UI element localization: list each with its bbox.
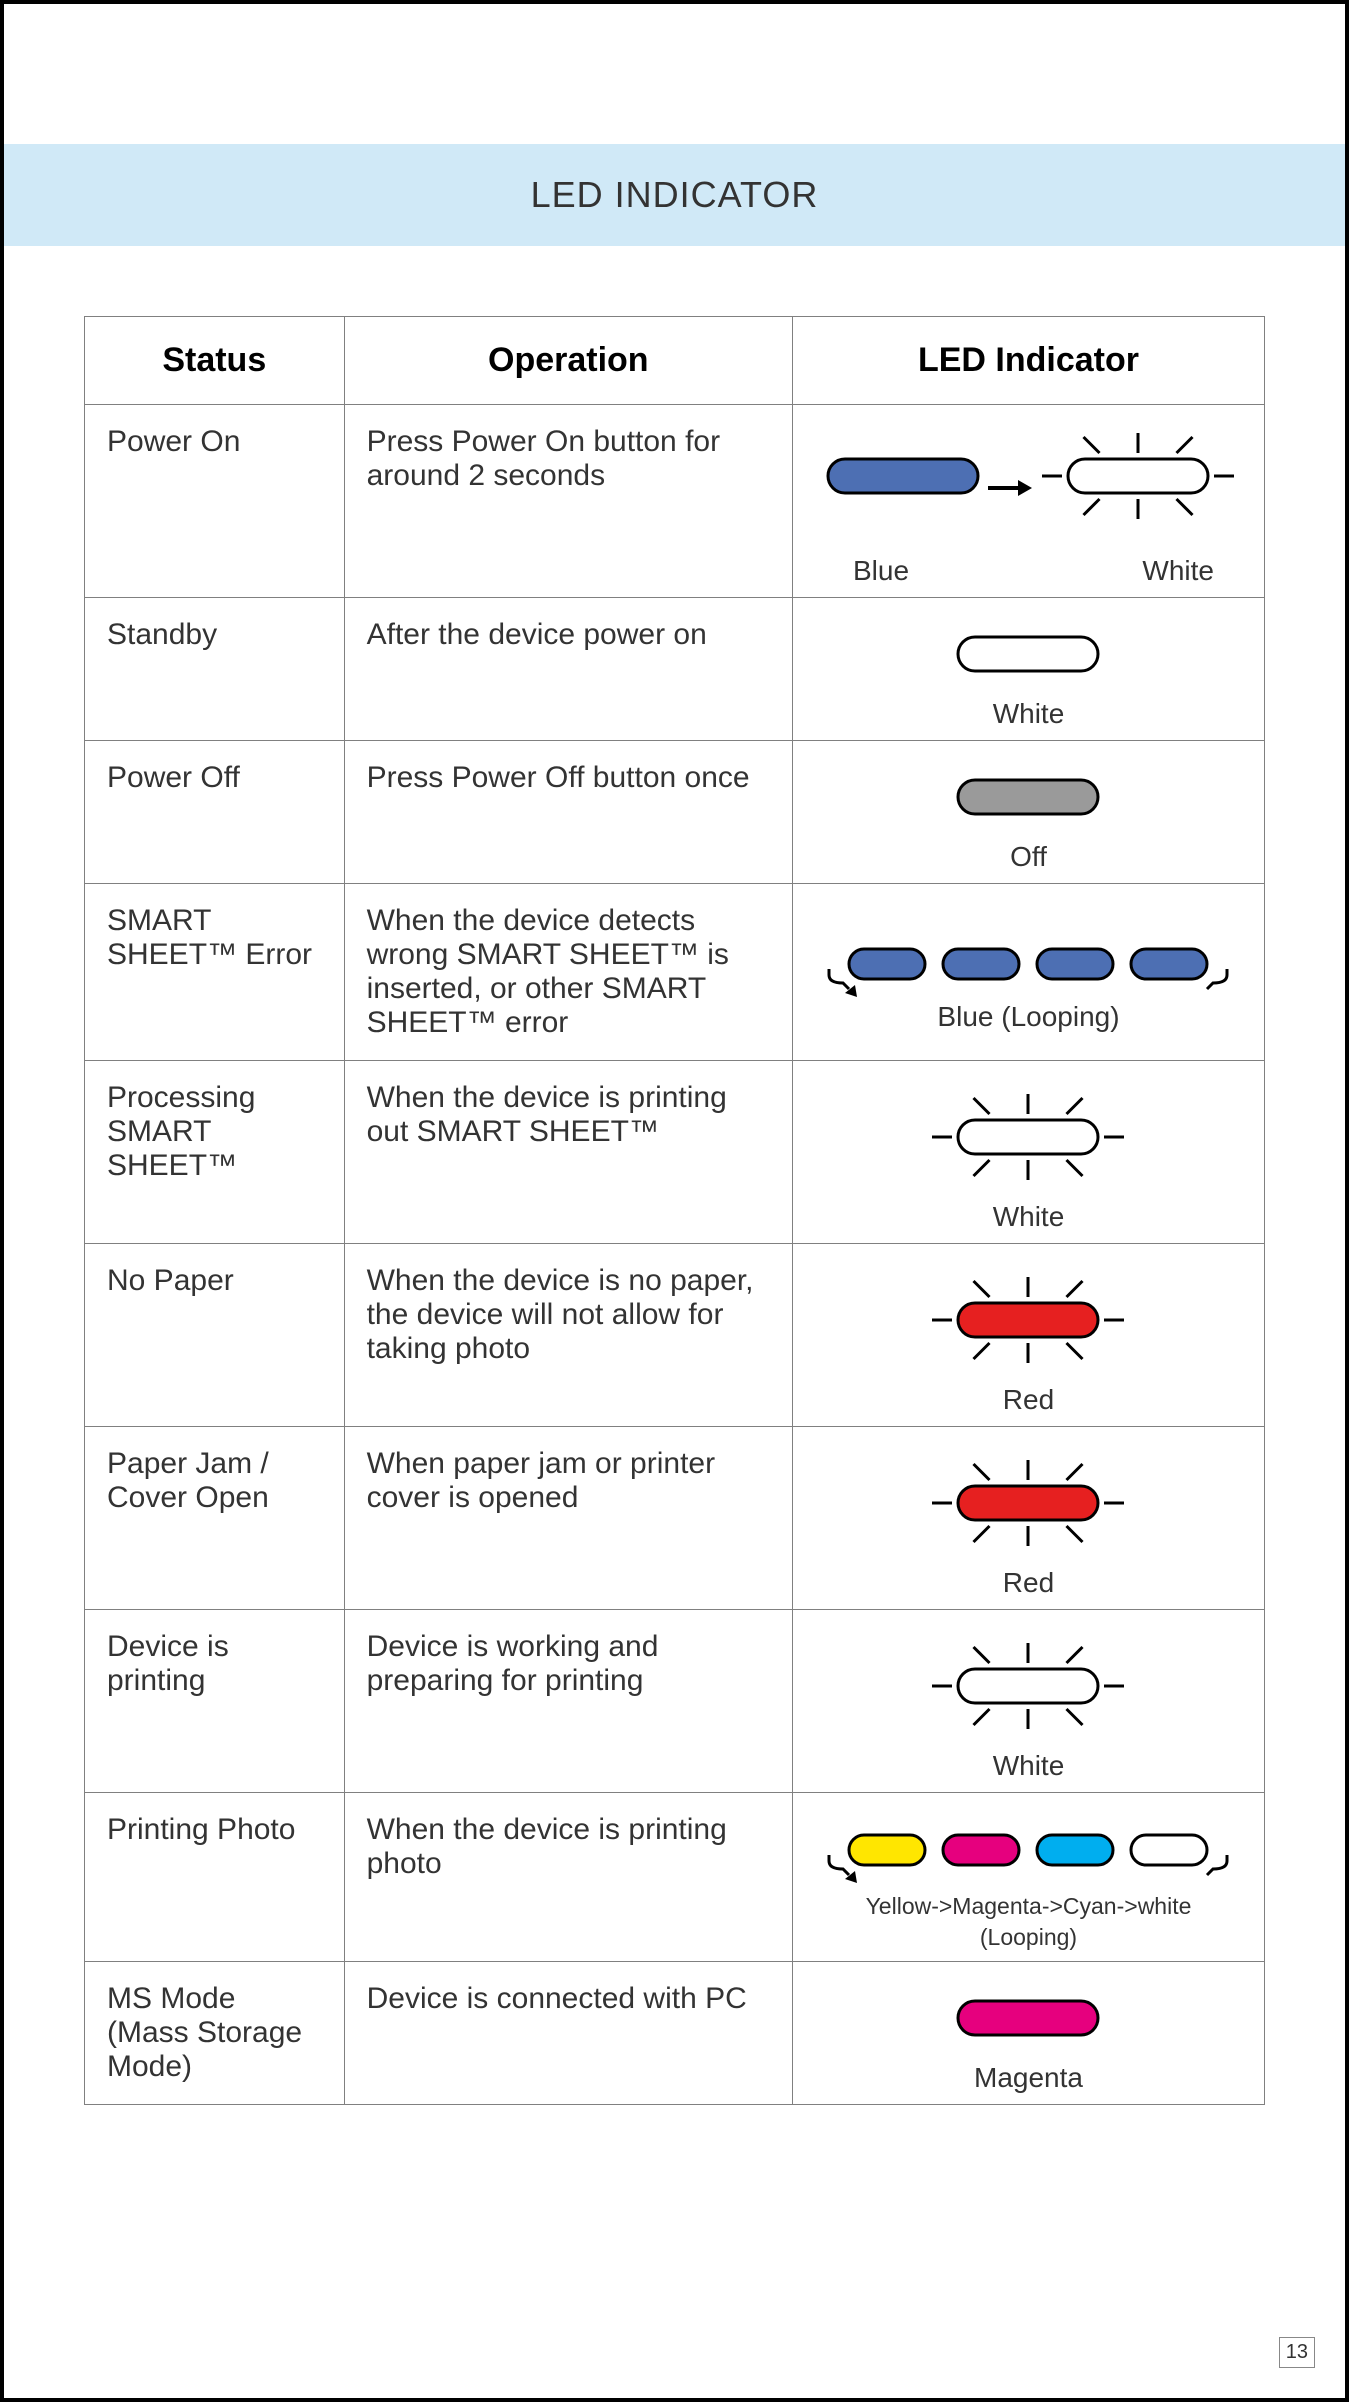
table-row: Device is printingDevice is working and … <box>85 1610 1265 1793</box>
led-label-seq: Yellow->Magenta->Cyan->white <box>803 1893 1254 1920</box>
status-cell: SMART SHEET™ Error <box>85 884 345 1061</box>
table-row: StandbyAfter the device power on White <box>85 598 1265 741</box>
status-cell: No Paper <box>85 1244 345 1427</box>
led-cell: Blue (Looping) <box>792 884 1264 1061</box>
led-cell: White <box>792 598 1264 741</box>
table-row: Power OnPress Power On button for around… <box>85 405 1265 598</box>
status-cell: Standby <box>85 598 345 741</box>
table-row: Paper Jam / Cover OpenWhen paper jam or … <box>85 1427 1265 1610</box>
led-label: Red <box>803 1384 1254 1416</box>
led-flash-icon <box>898 1443 1158 1563</box>
led-cell: Magenta <box>792 1962 1264 2105</box>
table-row: MS Mode (Mass Storage Mode)Device is con… <box>85 1962 1265 2105</box>
page-number: 13 <box>1279 2337 1315 2368</box>
led-label: Red <box>803 1567 1254 1599</box>
page-title: LED INDICATOR <box>4 144 1345 246</box>
status-cell: MS Mode (Mass Storage Mode) <box>85 1962 345 2105</box>
status-cell: Processing SMART SHEET™ <box>85 1061 345 1244</box>
table-row: SMART SHEET™ ErrorWhen the device detect… <box>85 884 1265 1061</box>
led-cell: Red <box>792 1244 1264 1427</box>
led-cell: Red <box>792 1427 1264 1610</box>
header-operation: Operation <box>344 317 792 405</box>
led-cell: Off <box>792 741 1264 884</box>
status-cell: Device is printing <box>85 1610 345 1793</box>
status-cell: Paper Jam / Cover Open <box>85 1427 345 1610</box>
led-flash-icon <box>898 1077 1158 1197</box>
led-label: Magenta <box>803 2062 1254 2094</box>
led-flash-icon <box>898 1626 1158 1746</box>
header-led: LED Indicator <box>792 317 1264 405</box>
led-loop-blue-icon <box>808 917 1248 997</box>
operation-cell: When the device detects wrong SMART SHEE… <box>344 884 792 1061</box>
table-row: Printing PhotoWhen the device is printin… <box>85 1793 1265 1962</box>
table-row: No PaperWhen the device is no paper, the… <box>85 1244 1265 1427</box>
led-solid-icon <box>918 1978 1138 2058</box>
operation-cell: Press Power On button for around 2 secon… <box>344 405 792 598</box>
status-cell: Power On <box>85 405 345 598</box>
manual-page: LED INDICATOR Status Operation LED Indic… <box>0 0 1349 2402</box>
operation-cell: Press Power Off button once <box>344 741 792 884</box>
led-solid-icon <box>918 757 1138 837</box>
header-status: Status <box>85 317 345 405</box>
led-solid-icon <box>918 614 1138 694</box>
led-label-white: White <box>1142 555 1214 587</box>
table-row: Processing SMART SHEET™When the device i… <box>85 1061 1265 1244</box>
led-indicator-table: Status Operation LED Indicator Power OnP… <box>84 316 1265 2105</box>
operation-cell: When the device is printing photo <box>344 1793 792 1962</box>
led-label-loop: (Looping) <box>803 1924 1254 1951</box>
led-cell: Blue White <box>792 405 1264 598</box>
led-label: White <box>803 1201 1254 1233</box>
operation-cell: When the device is no paper, the device … <box>344 1244 792 1427</box>
led-poweron-icon <box>808 421 1248 551</box>
operation-cell: Device is connected with PC <box>344 1962 792 2105</box>
led-table-container: Status Operation LED Indicator Power OnP… <box>84 316 1265 2105</box>
led-loop-ymcw-icon <box>808 1809 1248 1889</box>
led-cell: White <box>792 1610 1264 1793</box>
led-label: Blue (Looping) <box>803 1001 1254 1033</box>
led-label: White <box>803 1750 1254 1782</box>
operation-cell: Device is working and preparing for prin… <box>344 1610 792 1793</box>
operation-cell: When the device is printing out SMART SH… <box>344 1061 792 1244</box>
led-label: White <box>803 698 1254 730</box>
status-cell: Printing Photo <box>85 1793 345 1962</box>
operation-cell: After the device power on <box>344 598 792 741</box>
led-cell: Yellow->Magenta->Cyan->white (Looping) <box>792 1793 1264 1962</box>
led-cell: White <box>792 1061 1264 1244</box>
led-label-blue: Blue <box>853 555 909 587</box>
status-cell: Power Off <box>85 741 345 884</box>
operation-cell: When paper jam or printer cover is opene… <box>344 1427 792 1610</box>
table-row: Power OffPress Power Off button once Off <box>85 741 1265 884</box>
table-header-row: Status Operation LED Indicator <box>85 317 1265 405</box>
led-flash-icon <box>898 1260 1158 1380</box>
led-label: Off <box>803 841 1254 873</box>
